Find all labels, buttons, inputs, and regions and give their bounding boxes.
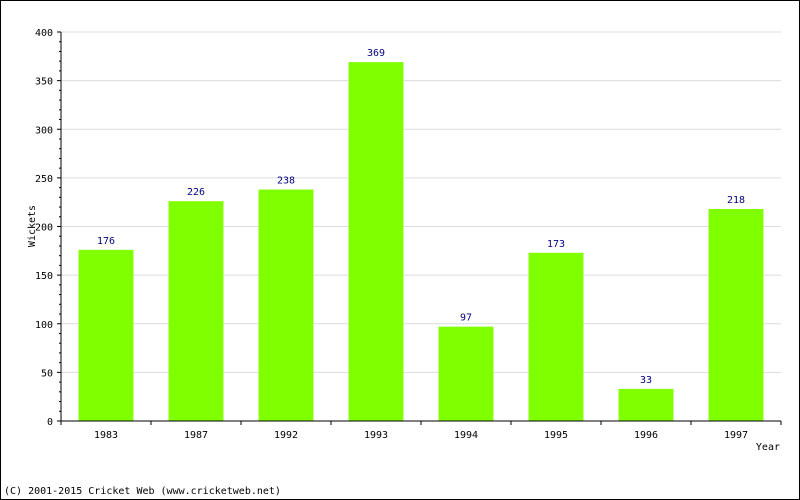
x-tick-labels: 1983 1987 1992 1993 1994 1995 1996 1997 xyxy=(94,430,748,441)
bar xyxy=(708,208,764,421)
y-tick-label: 100 xyxy=(35,320,53,331)
data-labels: 176 226 238 369 97 173 33 218 xyxy=(97,48,745,386)
data-label: 226 xyxy=(187,187,205,198)
x-tick-label: 1992 xyxy=(274,430,298,441)
y-tick-label: 300 xyxy=(35,125,53,136)
data-label: 369 xyxy=(367,48,385,59)
y-tick-label: 150 xyxy=(35,271,53,282)
y-tick-labels: 0 50 100 150 200 250 300 350 400 xyxy=(35,28,53,428)
bar xyxy=(348,62,404,422)
bar xyxy=(438,326,494,421)
y-tick-label: 350 xyxy=(35,77,53,88)
data-label: 97 xyxy=(460,313,472,324)
y-tick-label: 200 xyxy=(35,223,53,234)
y-tick-label: 0 xyxy=(47,417,53,428)
copyright-footer: (C) 2001-2015 Cricket Web (www.cricketwe… xyxy=(4,486,281,497)
data-label: 33 xyxy=(640,375,652,386)
y-minor-ticks xyxy=(57,31,782,425)
x-tick-label: 1997 xyxy=(724,430,748,441)
y-tick-label: 50 xyxy=(41,368,53,379)
x-axis-title: Year xyxy=(756,442,780,453)
x-tick-label: 1994 xyxy=(454,430,478,441)
data-label: 173 xyxy=(547,239,565,250)
x-tick-label: 1995 xyxy=(544,430,568,441)
axes xyxy=(60,32,781,422)
bar xyxy=(528,252,584,421)
x-tick-label: 1983 xyxy=(94,430,118,441)
data-label: 176 xyxy=(97,236,115,247)
y-tick-label: 250 xyxy=(35,174,53,185)
bar xyxy=(618,388,674,421)
x-tick-label: 1993 xyxy=(364,430,388,441)
x-tick-label: 1987 xyxy=(184,430,208,441)
bar xyxy=(168,201,224,421)
y-axis-title: Wickets xyxy=(27,205,38,247)
data-label: 218 xyxy=(727,195,745,206)
x-tick-label: 1996 xyxy=(634,430,658,441)
bars xyxy=(78,62,764,422)
y-tick-label: 400 xyxy=(35,28,53,39)
bar xyxy=(78,249,134,421)
bar xyxy=(258,189,314,421)
data-label: 238 xyxy=(277,176,295,187)
